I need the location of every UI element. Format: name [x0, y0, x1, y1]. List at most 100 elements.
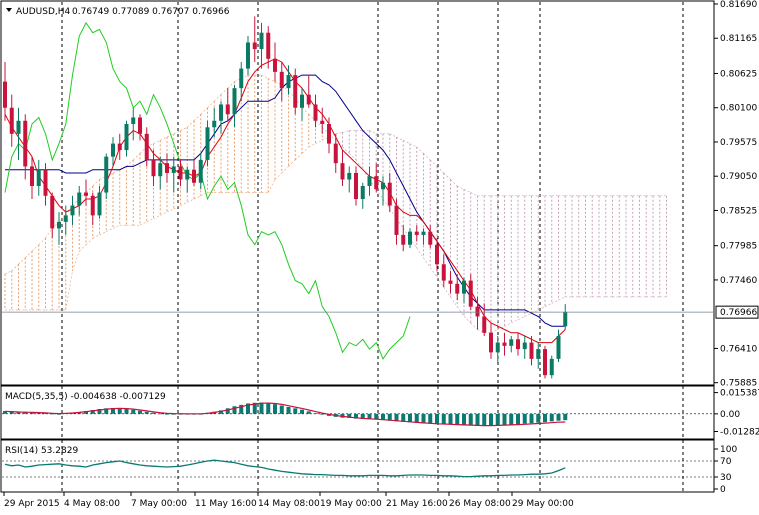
- candle-body-17: [117, 143, 122, 151]
- macd-tick-label-0: 0.015387: [720, 389, 759, 399]
- candle-body-38: [259, 32, 264, 50]
- cloud-edge-a-67: [450, 296, 458, 307]
- cloud-edge-a-2: [11, 264, 19, 272]
- cloud-edge-b-68: [457, 185, 465, 190]
- cloud-edge-a-66: [443, 286, 451, 298]
- rsi-tick-label-0: 100: [720, 445, 737, 455]
- price-tick-label-0: 0.81690: [720, 0, 757, 10]
- candle-body-58: [394, 205, 399, 235]
- cloud-edge-b-16: [106, 228, 114, 232]
- macd-bar-1: [9, 411, 14, 414]
- cloud-edge-b-45: [301, 146, 309, 154]
- cloud-edge-a-17: [112, 169, 120, 174]
- cloud-edge-a-15: [99, 175, 107, 180]
- macd-bar-41: [279, 405, 284, 414]
- candle-body-53: [360, 185, 365, 200]
- macd-bar-25: [171, 413, 176, 415]
- cloud-edge-a-31: [207, 100, 215, 108]
- candle-body-57: [387, 182, 392, 206]
- candle-body-39: [266, 32, 271, 59]
- candle-body-1: [9, 107, 14, 134]
- candle-body-22: [151, 159, 156, 177]
- cloud-edge-a-73: [490, 329, 498, 334]
- cloud-edge-b-13: [85, 237, 93, 245]
- candle-body-70: [475, 306, 480, 317]
- macd-bar-65: [441, 413, 446, 425]
- chart-header-values: 0.76749 0.77089 0.76707 0.76966: [72, 7, 230, 17]
- cloud-edge-b-65: [436, 166, 444, 174]
- candle-body-15: [104, 156, 109, 193]
- cloud-edge-a-26: [173, 130, 181, 135]
- macd-bar-52: [354, 413, 358, 419]
- macd-bar-38: [259, 402, 264, 414]
- macd-bar-67: [455, 413, 460, 425]
- candle-body-36: [246, 42, 250, 69]
- candle-body-59: [401, 234, 406, 245]
- cloud-edge-a-21: [139, 146, 147, 154]
- cloud-edge-b-47: [315, 140, 323, 144]
- macd-tick-label-1: 0.00: [720, 410, 740, 420]
- candle-body-31: [212, 120, 217, 128]
- candle-body-13: [90, 195, 95, 216]
- price-tick-label-5: 0.79050: [720, 172, 757, 182]
- price-tick-label-6: 0.78525: [720, 206, 757, 216]
- macd-bar-77: [522, 413, 527, 424]
- candle-body-78: [529, 342, 534, 359]
- cloud-edge-a-47: [315, 120, 323, 128]
- cloud-edge-b-29: [193, 195, 201, 200]
- cloud-edge-a-28: [187, 120, 195, 128]
- macd-tick-label-2: -0.01282: [720, 428, 759, 438]
- macd-bar-74: [502, 413, 507, 425]
- price-tick-label-2: 0.80625: [720, 69, 757, 79]
- cloud-edge-a-79: [531, 309, 539, 314]
- macd-bar-32: [219, 410, 223, 414]
- time-axis: 29 Apr 2015 4 May 08:00 7 May 00:00 11 May …: [3, 492, 574, 509]
- cloud-edge-b-46: [308, 143, 316, 148]
- candle-body-65: [441, 264, 446, 281]
- macd-bar-56: [381, 413, 385, 421]
- macd-bar-18: [124, 408, 129, 414]
- candle-body-10: [70, 205, 75, 216]
- cloud-edge-a-9: [58, 215, 66, 223]
- cloud-edge-b-21: [139, 221, 147, 226]
- cloud-edge-a-40: [268, 78, 276, 82]
- rsi-panel: 100 70 30 0: [2, 445, 737, 495]
- cloud-edge-b-64: [430, 159, 438, 167]
- symbol-dropdown-icon[interactable]: [6, 8, 12, 12]
- candle-body-27: [185, 169, 190, 180]
- candle-body-29: [198, 159, 203, 183]
- cloud-edge-a-39: [261, 74, 269, 79]
- candle-body-25: [171, 166, 176, 173]
- macd-bar-34: [232, 406, 237, 414]
- time-tick-label-4: 14 May 08:00: [258, 499, 320, 509]
- current-price-label: 0.76966: [720, 308, 757, 318]
- cloud-edge-a-14: [92, 179, 100, 187]
- macd-bar-70: [475, 413, 480, 426]
- macd-bar-12: [84, 411, 88, 414]
- macd-bar-59: [401, 413, 406, 422]
- macd-bar-64: [435, 413, 439, 425]
- candle-body-35: [239, 68, 244, 89]
- candle-body-72: [489, 332, 493, 353]
- time-tick-label-8: 29 May 00:00: [512, 499, 574, 509]
- cloud-edge-b-23: [153, 215, 161, 219]
- candle-body-34: [232, 88, 237, 115]
- cloud-edge-b-59: [396, 136, 404, 141]
- price-tick-label-8: 0.77460: [720, 276, 757, 286]
- macd-bar-44: [300, 409, 304, 414]
- macd-bar-78: [529, 413, 534, 424]
- cloud-edge-a-83: [558, 296, 566, 301]
- candle-body-5: [36, 169, 41, 186]
- cloud-edge-b-62: [416, 146, 424, 154]
- candle-body-7: [50, 195, 55, 229]
- macd-bar-36: [246, 403, 250, 414]
- time-tick-label-0: 29 Apr 2015: [4, 499, 60, 509]
- macd-bar-23: [158, 413, 163, 415]
- candle-body-28: [192, 169, 196, 183]
- macd-bar-76: [516, 413, 520, 425]
- candle-body-30: [205, 127, 210, 160]
- candle-body-83: [563, 311, 568, 327]
- candle-body-81: [549, 358, 554, 376]
- macd-bar-0: [3, 411, 7, 414]
